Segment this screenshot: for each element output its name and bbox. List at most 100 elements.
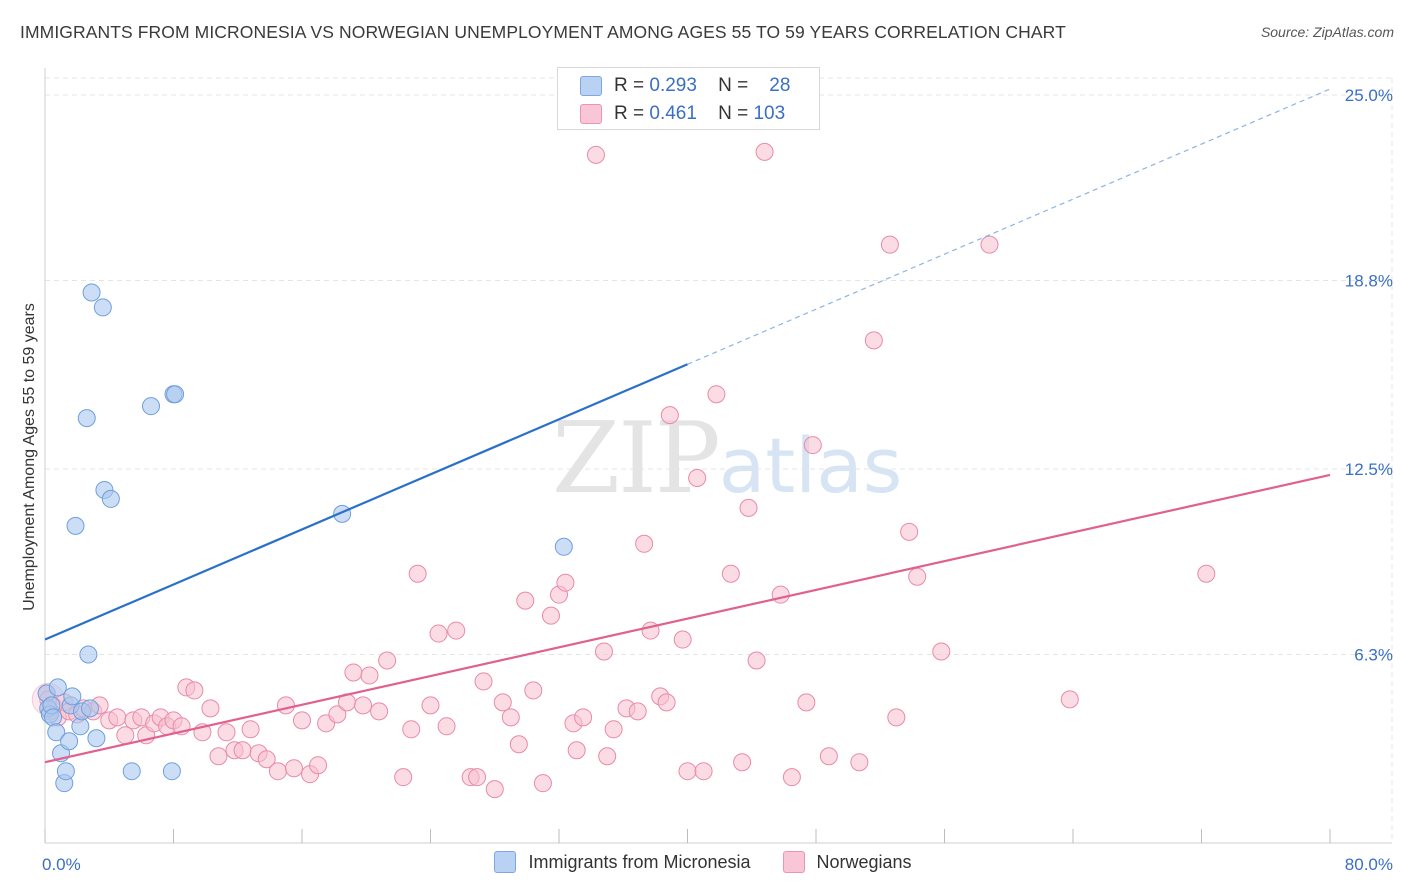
micronesia-point [44,708,63,727]
micronesia-point [56,762,75,781]
series-legend: Immigrants from Micronesia Norwegians [0,851,1406,873]
norwegians-point [447,621,466,640]
gridlines [45,77,1393,843]
norwegians-point [850,753,869,772]
r-label: R = [614,103,645,124]
norwegians-point [293,711,311,730]
y-tick-labels: 6.3% 12.5% 18.8% 25.0% [1345,86,1393,665]
norwegians-point [437,717,456,736]
norwegians-point [344,663,363,682]
norwegians-point [185,681,204,700]
norwegians-point [803,436,822,455]
n-value: 28 [769,75,791,96]
micronesia-point [554,537,573,556]
n-label: N = [718,103,749,124]
y-tick-label: 18.8% [1345,272,1393,291]
micronesia-points [37,283,573,793]
norwegians-point [309,756,328,775]
norwegians-point [108,708,127,727]
norwegians-point [516,591,535,610]
y-axis-label: Unemployment Among Ages 55 to 59 years [21,303,38,611]
norwegians-point [567,741,586,760]
micronesia-point [93,298,112,317]
norwegians-point [900,522,919,541]
pink-swatch-icon [782,851,805,873]
norwegians-point [268,762,287,781]
norwegians-point [688,468,707,487]
micronesia-point [77,409,96,428]
norwegians-point [598,747,617,766]
norwegians-point [402,720,421,739]
norwegians-point [733,753,752,772]
norwegians-point [474,672,493,691]
norwegians-point [541,606,560,625]
micronesia-point [48,678,67,697]
norwegians-point [241,720,260,739]
micronesia-point [47,723,66,742]
norwegians-point [468,768,487,787]
norwegians-point [360,666,379,685]
micronesia-point [142,397,161,416]
norwegians-point [257,750,276,769]
micronesia-point [101,489,120,508]
norwegians-point [201,699,220,718]
norwegians-point [276,696,295,715]
norwegians-point [721,564,740,583]
norwegians-point [284,759,303,778]
norwegians-point [657,693,676,712]
norwegians-point [771,585,790,604]
norwegians-point [370,702,389,721]
norwegians-point [524,681,543,700]
legend-label: Immigrants from Micronesia [528,851,751,872]
legend-row-norwegians: R = 0.461 N = 103 [580,101,785,127]
norwegians-point [782,768,801,787]
norwegians-point [887,708,906,727]
norwegians-point [378,651,397,670]
r-value: 0.461 [649,103,697,124]
legend-row-micronesia: R = 0.293 N = 28 [580,73,790,99]
norwegians-point [233,741,252,760]
norwegians-point [429,624,448,643]
norwegians-point [493,693,512,712]
norwegians-point [707,385,726,404]
norwegians-point [485,780,504,799]
micronesia-point [71,717,90,736]
x-tick-labels: 0.0% 80.0% [42,855,1393,874]
norwegians-point [116,726,135,745]
norwegians-point [509,735,528,754]
micronesia-trend-extension [687,88,1331,365]
micronesia-point [82,283,101,302]
legend-item-micronesia: Immigrants from Micronesia [494,851,751,873]
norwegians-point [932,642,951,661]
blue-swatch-icon [494,851,517,873]
micronesia-point [63,687,82,706]
norwegians-point [755,142,774,161]
norwegians-point [501,708,520,727]
micronesia-trend-line [44,363,688,641]
micronesia-point [80,699,99,718]
legend-item-norwegians: Norwegians [782,851,912,873]
norwegians-point [980,235,999,254]
source-credit: Source: ZipAtlas.com [1260,24,1394,40]
legend-label: Norwegians [816,851,912,872]
micronesia-point [87,729,106,748]
micronesia-point [166,385,185,404]
trend-lines [44,88,1331,764]
n-value: 103 [753,103,786,124]
chart-title: IMMIGRANTS FROM MICRONESIA VS NORWEGIAN … [20,22,1066,42]
norwegians-point [408,564,427,583]
norwegians-point [678,762,697,781]
micronesia-point [79,645,98,664]
norwegians-point [628,702,647,721]
norwegians-point [1197,564,1216,583]
watermark-zip: ZIP [552,402,721,516]
r-value: 0.293 [649,75,697,96]
y-tick-label: 6.3% [1354,646,1393,665]
norwegians-points [31,142,1216,799]
r-label: R = [614,75,645,96]
micronesia-point [60,732,79,751]
norwegians-point [328,705,347,724]
norwegians-point [747,651,766,670]
norwegians-point [819,747,838,766]
